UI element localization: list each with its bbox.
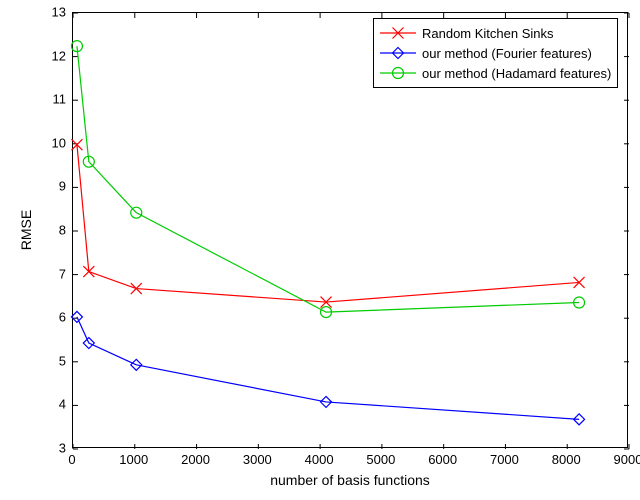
y-tick-label: 13	[52, 5, 66, 20]
x-tick-label: 7000	[490, 452, 519, 467]
x-tick-label: 0	[68, 452, 75, 467]
x-axis-label: number of basis functions	[270, 472, 430, 488]
x-tick-label: 6000	[428, 452, 457, 467]
x-tick-label: 2000	[181, 452, 210, 467]
y-tick-label: 12	[52, 48, 66, 63]
series-1	[71, 311, 584, 424]
legend-row: our method (Fourier features)	[380, 43, 611, 63]
y-tick-label: 6	[59, 310, 66, 325]
y-tick-label: 7	[59, 266, 66, 281]
legend-swatch	[380, 63, 416, 83]
legend-label: our method (Hadamard features)	[422, 66, 611, 81]
x-tick-label: 8000	[552, 452, 581, 467]
x-tick-label: 4000	[305, 452, 334, 467]
legend-swatch	[380, 43, 416, 63]
y-tick-label: 4	[59, 397, 66, 412]
y-tick-label: 3	[59, 441, 66, 456]
figure: 0 1000 2000 3000 4000 5000 6000 7000 8000 9000 3 4 5…	[0, 0, 640, 500]
legend-row: Random Kitchen Sinks	[380, 23, 611, 43]
x-tick-label: 1000	[119, 452, 148, 467]
legend-label: Random Kitchen Sinks	[422, 26, 554, 41]
series-0	[71, 139, 584, 307]
legend-row: our method (Hadamard features)	[380, 63, 611, 83]
y-tick-label: 11	[53, 92, 67, 107]
legend-label: our method (Fourier features)	[422, 46, 592, 61]
x-tick-label: 3000	[243, 452, 272, 467]
legend: Random Kitchen Sinks our method (Fourier …	[373, 18, 618, 88]
x-tick-label: 5000	[366, 452, 395, 467]
y-tick-label: 10	[52, 135, 66, 150]
legend-swatch	[380, 23, 416, 43]
y-tick-label: 5	[59, 353, 66, 368]
y-tick-label: 8	[59, 223, 66, 238]
y-axis-label: RMSE	[18, 210, 34, 250]
x-tick-label: 9000	[614, 452, 640, 467]
y-tick-label: 9	[59, 179, 66, 194]
